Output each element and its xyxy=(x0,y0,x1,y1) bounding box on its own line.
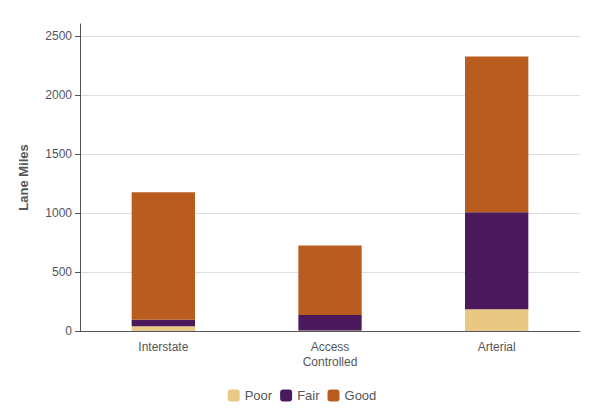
svg-text:2500: 2500 xyxy=(45,29,72,43)
svg-text:Controlled: Controlled xyxy=(303,355,358,369)
svg-text:Access: Access xyxy=(311,340,350,354)
svg-text:Lane Miles: Lane Miles xyxy=(16,144,31,210)
svg-text:Arterial: Arterial xyxy=(478,340,516,354)
svg-text:Fair: Fair xyxy=(297,388,320,403)
svg-text:2000: 2000 xyxy=(45,88,72,102)
svg-text:1500: 1500 xyxy=(45,147,72,161)
svg-text:Interstate: Interstate xyxy=(138,340,188,354)
svg-text:0: 0 xyxy=(65,324,72,338)
svg-text:500: 500 xyxy=(52,265,72,279)
svg-text:Poor: Poor xyxy=(245,388,273,403)
svg-text:Good: Good xyxy=(345,388,377,403)
svg-text:1000: 1000 xyxy=(45,206,72,220)
